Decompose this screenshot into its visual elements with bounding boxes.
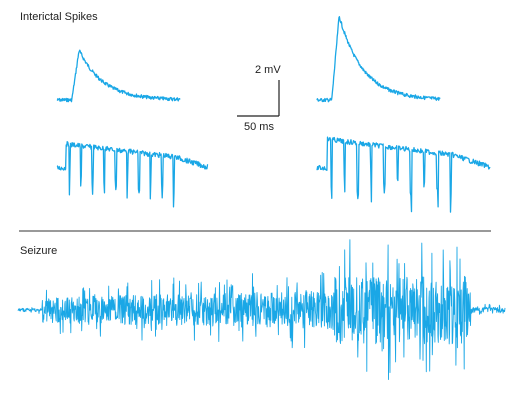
scale-voltage-label: 2 mV bbox=[255, 64, 281, 76]
interictal-title: Interictal Spikes bbox=[20, 11, 98, 23]
trace-burst-3 bbox=[316, 136, 491, 213]
trace-spike-1 bbox=[316, 16, 441, 103]
scale-bar bbox=[237, 80, 280, 117]
trace-spike-0 bbox=[56, 49, 181, 103]
trace-burst-2 bbox=[56, 141, 209, 208]
trace-seizure-4 bbox=[17, 239, 506, 380]
scale-time-label: 50 ms bbox=[244, 121, 274, 133]
seizure-title: Seizure bbox=[20, 245, 58, 257]
trace-group bbox=[17, 16, 506, 380]
